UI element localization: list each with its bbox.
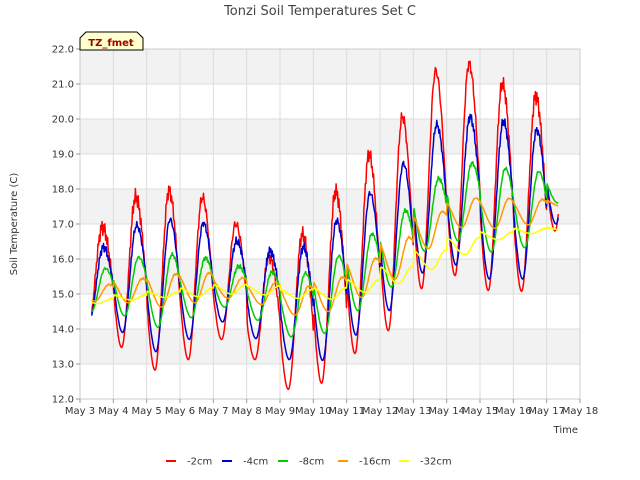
y-tick-label: 15.0 <box>52 290 74 301</box>
x-tick-label: May 8 <box>232 406 262 417</box>
background-band <box>80 189 580 224</box>
x-tick-label: May 16 <box>495 406 532 417</box>
x-axis-ticks: May 3 May 4 May 5 May 6 May 7 May 8 May 9 May 1… <box>65 399 598 417</box>
series-line-minus-4cm <box>90 113 560 362</box>
site-tag-box <box>79 31 144 51</box>
y-tick-label: 21.0 <box>52 80 74 91</box>
y-tick-label: 14.0 <box>52 325 74 336</box>
chart-title: Tonzi Soil Temperatures Set C <box>223 4 416 19</box>
y-tick-label: 12.0 <box>52 395 74 406</box>
legend: -2cm -4cm -8cm -16cm -32cm <box>166 457 452 468</box>
series-layer <box>90 60 560 391</box>
y-tick-label: 22.0 <box>52 45 74 56</box>
y-tick-label: 13.0 <box>52 360 74 371</box>
x-tick-label: May 5 <box>132 406 162 417</box>
background-band <box>80 329 580 364</box>
x-tick-label: May 12 <box>362 406 399 417</box>
x-tick-label: May 14 <box>428 406 465 417</box>
x-tick-label: May 6 <box>165 406 195 417</box>
site-tag: TZ_fmet <box>79 31 144 51</box>
x-tick-label: May 17 <box>528 406 565 417</box>
y-tick-label: 20.0 <box>52 115 74 126</box>
y-tick-label: 17.0 <box>52 220 74 231</box>
x-tick-label: May 10 <box>295 406 332 417</box>
x-tick-label: May 7 <box>198 406 228 417</box>
y-tick-label: 16.0 <box>52 255 74 266</box>
x-tick-label: May 15 <box>462 406 499 417</box>
series-line-minus-32cm <box>91 226 559 305</box>
x-axis-label: Time <box>553 425 578 436</box>
legend-label: -2cm <box>187 457 212 468</box>
x-tick-label: May 18 <box>562 406 599 417</box>
background-band <box>80 49 580 84</box>
x-tick-label: May 9 <box>265 406 295 417</box>
series-line-minus-16cm <box>91 197 559 316</box>
legend-label: -4cm <box>243 457 268 468</box>
y-axis-ticks: 12.0 13.0 14.0 15.0 16.0 17.0 18.0 19.0 20.0 21.0… <box>52 45 80 406</box>
x-tick-label: May 3 <box>65 406 95 417</box>
y-tick-label: 19.0 <box>52 150 74 161</box>
series-line-minus-2cm <box>90 60 560 391</box>
legend-label: -8cm <box>299 457 324 468</box>
x-tick-label: May 11 <box>328 406 365 417</box>
legend-label: -16cm <box>359 457 391 468</box>
x-tick-label: May 13 <box>395 406 432 417</box>
x-tick-label: May 4 <box>98 406 128 417</box>
legend-label: -32cm <box>420 457 452 468</box>
y-tick-label: 18.0 <box>52 185 74 196</box>
site-tag-label: TZ_fmet <box>88 38 134 49</box>
y-axis-label: Soil Temperature (C) <box>9 173 20 276</box>
